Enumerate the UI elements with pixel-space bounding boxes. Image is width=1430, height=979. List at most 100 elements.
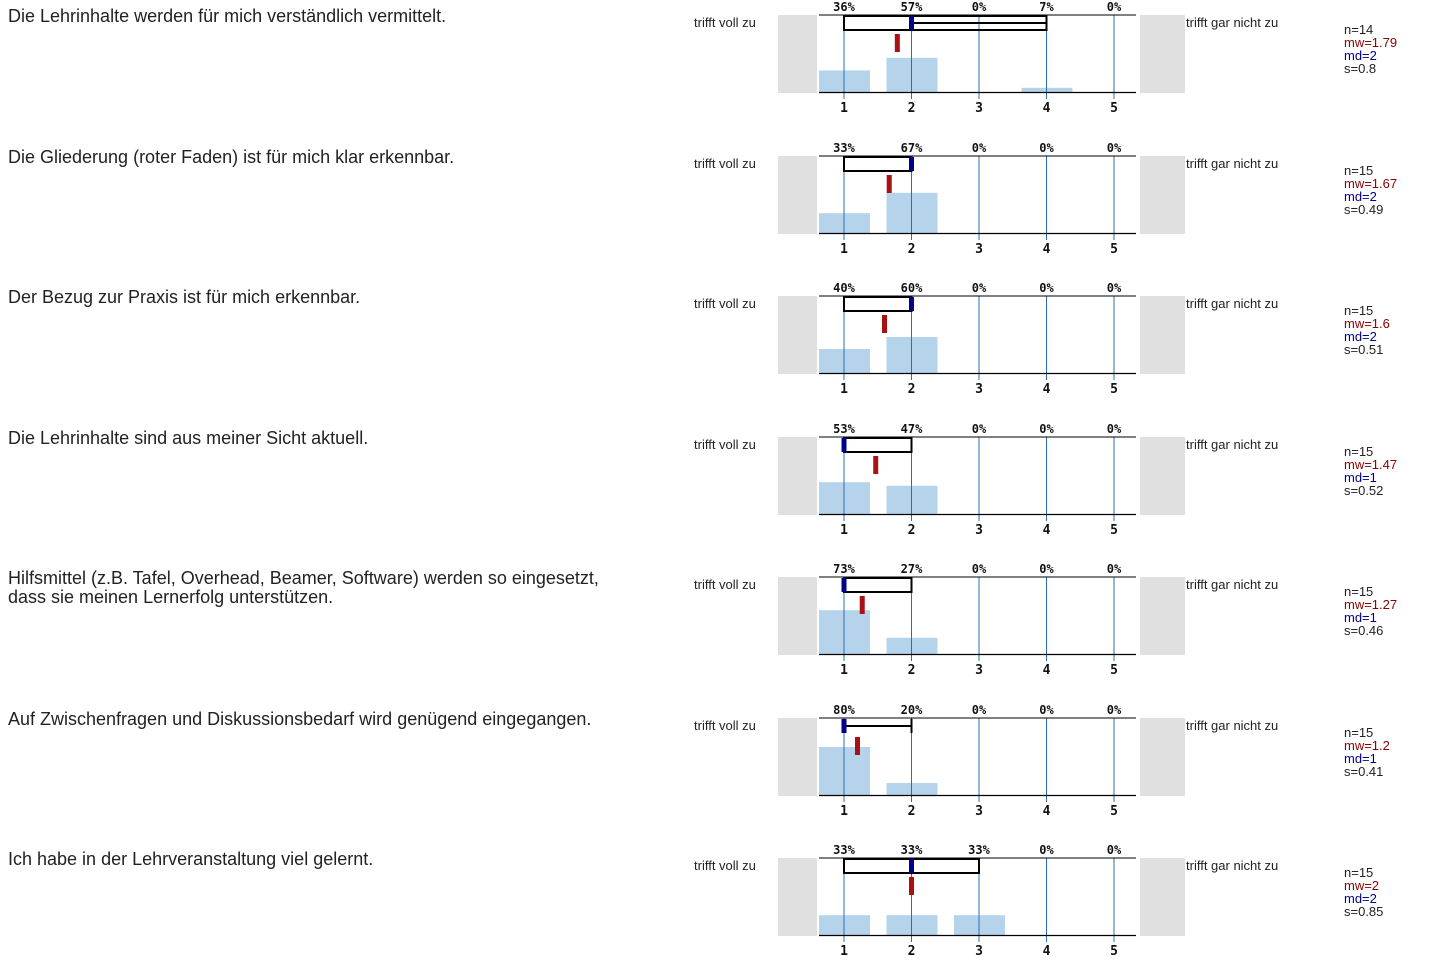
tick-label: 1 bbox=[840, 382, 848, 397]
percent-label: 0% bbox=[1107, 281, 1122, 295]
stat-mw: mw=1.27 bbox=[1344, 597, 1398, 612]
item-row: Ich habe in der Lehrveranstaltung viel g… bbox=[0, 838, 1430, 979]
tick-label: 2 bbox=[908, 382, 916, 397]
percent-label: 33% bbox=[901, 843, 923, 857]
percent-label: 27% bbox=[901, 562, 923, 576]
percent-label: 33% bbox=[968, 843, 990, 857]
median-marker bbox=[841, 578, 847, 592]
stats-block: n=14 mw=1.79 md=2 s=0.8 bbox=[1344, 23, 1397, 75]
stat-mw: mw=1.2 bbox=[1344, 737, 1390, 753]
percent-label: 0% bbox=[972, 281, 987, 295]
percent-label: 0% bbox=[972, 141, 987, 155]
percent-label: 57% bbox=[901, 0, 923, 14]
mean-marker bbox=[873, 455, 879, 474]
percent-label: 47% bbox=[901, 422, 923, 436]
range-box bbox=[843, 155, 913, 172]
stats-block: n=15 mw=1.6 md=2 s=0.51 bbox=[1344, 304, 1390, 356]
scale-label-right: trifft gar nicht zu bbox=[1186, 15, 1279, 30]
tick-label: 3 bbox=[975, 523, 983, 538]
stat-mw: mw=1.6 bbox=[1344, 316, 1390, 331]
median-marker bbox=[841, 437, 847, 452]
percent-label: 0% bbox=[972, 422, 987, 436]
side-panel-right bbox=[1140, 577, 1185, 655]
scale-label-left: trifft voll zu bbox=[694, 577, 756, 592]
stat-n: n=15 bbox=[1344, 865, 1374, 880]
range-box bbox=[843, 577, 913, 593]
scale-label-right: trifft gar nicht zu bbox=[1186, 436, 1279, 452]
stat-md: md=2 bbox=[1344, 891, 1377, 906]
item-row: Die Lehrinhalte werden für mich verständ… bbox=[0, 0, 1430, 136]
stat-mw: mw=1.67 bbox=[1344, 175, 1398, 191]
tick-label: 2 bbox=[908, 944, 916, 959]
distribution-chart: 53% 47% 0% 0% 0% 1 2 3 4 5 bbox=[778, 422, 1185, 538]
percent-label: 0% bbox=[1107, 422, 1122, 436]
tick-label: 5 bbox=[1110, 804, 1118, 819]
percent-label: 67% bbox=[901, 141, 923, 155]
item-row: Die Lehrinhalte sind aus meiner Sicht ak… bbox=[0, 417, 1430, 558]
side-panel-left bbox=[778, 858, 817, 936]
scale-label-left: trifft voll zu bbox=[694, 436, 756, 452]
tick-label: 3 bbox=[975, 804, 983, 819]
distribution-chart: 33% 67% 0% 0% 0% 1 2 3 4 5 bbox=[778, 141, 1185, 257]
stat-mw: mw=1.79 bbox=[1344, 35, 1398, 50]
question-text: Hilfsmittel (z.B. Tafel, Overhead, Beame… bbox=[8, 568, 599, 607]
tick-label: 4 bbox=[1043, 101, 1051, 116]
distribution-chart: 36% 57% 0% 7% 0% 1 2 3 4 5 bbox=[778, 0, 1185, 116]
stats-block: n=15 mw=1.67 md=2 s=0.49 bbox=[1344, 164, 1397, 216]
percent-label: 73% bbox=[833, 562, 855, 576]
stat-n: n=15 bbox=[1344, 584, 1374, 599]
scale-label-left: trifft voll zu bbox=[694, 15, 756, 30]
percent-label: 0% bbox=[1107, 0, 1122, 14]
stat-mw: mw=1.47 bbox=[1344, 456, 1398, 472]
tick-label: 1 bbox=[840, 101, 848, 116]
scale-label-right: trifft gar nicht zu bbox=[1186, 296, 1279, 311]
median-marker bbox=[909, 156, 914, 171]
question-text: Auf Zwischenfragen und Diskussionsbedarf… bbox=[8, 708, 592, 729]
percent-label: 7% bbox=[1039, 0, 1054, 14]
stat-md: md=1 bbox=[1344, 610, 1377, 625]
side-panel-left bbox=[778, 577, 817, 655]
tick-label: 4 bbox=[1043, 944, 1051, 959]
item-row: Die Gliederung (roter Faden) ist für mic… bbox=[0, 136, 1430, 277]
tick-label: 5 bbox=[1110, 663, 1118, 678]
stat-md: md=2 bbox=[1344, 329, 1377, 344]
side-panel-left bbox=[778, 436, 817, 515]
percent-label: 40% bbox=[833, 281, 855, 295]
percent-label: 53% bbox=[833, 422, 855, 436]
tick-label: 2 bbox=[908, 804, 916, 819]
median-marker bbox=[841, 718, 847, 733]
item-row: Hilfsmittel (z.B. Tafel, Overhead, Beame… bbox=[0, 557, 1430, 698]
question-text: Die Lehrinhalte werden für mich verständ… bbox=[8, 6, 447, 26]
percent-label: 0% bbox=[972, 562, 987, 576]
stat-s: s=0.41 bbox=[1344, 763, 1384, 779]
stat-n: n=15 bbox=[1344, 303, 1374, 318]
percent-label: 0% bbox=[1039, 562, 1054, 576]
median-marker bbox=[909, 297, 914, 311]
side-panel-left bbox=[778, 15, 817, 93]
tick-label: 5 bbox=[1110, 101, 1118, 116]
tick-label: 1 bbox=[840, 523, 848, 538]
percent-label: 36% bbox=[833, 0, 855, 14]
mean-marker bbox=[894, 34, 900, 52]
scale-label-right: trifft gar nicht zu bbox=[1186, 577, 1279, 592]
stat-s: s=0.52 bbox=[1344, 482, 1384, 498]
range-box bbox=[843, 296, 913, 312]
stat-n: n=14 bbox=[1344, 22, 1374, 37]
tick-label: 4 bbox=[1043, 804, 1051, 819]
scale-label-right: trifft gar nicht zu bbox=[1186, 858, 1279, 873]
side-panel-right bbox=[1140, 296, 1185, 374]
mean-marker bbox=[909, 877, 914, 895]
tick-label: 1 bbox=[840, 663, 848, 678]
distribution-chart: 73% 27% 0% 0% 0% 1 2 3 4 5 bbox=[778, 562, 1185, 678]
stat-md: md=1 bbox=[1344, 750, 1377, 766]
stat-md: md=2 bbox=[1344, 48, 1377, 63]
tick-label: 5 bbox=[1110, 382, 1118, 397]
tick-label: 2 bbox=[908, 101, 916, 116]
stat-s: s=0.46 bbox=[1344, 623, 1384, 638]
distribution-chart: 80% 20% 0% 0% 0% 1 2 3 4 5 bbox=[778, 703, 1185, 819]
stat-s: s=0.51 bbox=[1344, 342, 1384, 357]
percent-label: 0% bbox=[1107, 703, 1122, 717]
stat-n: n=15 bbox=[1344, 443, 1374, 459]
scale-label-left: trifft voll zu bbox=[694, 296, 756, 311]
tick-label: 4 bbox=[1043, 242, 1051, 257]
